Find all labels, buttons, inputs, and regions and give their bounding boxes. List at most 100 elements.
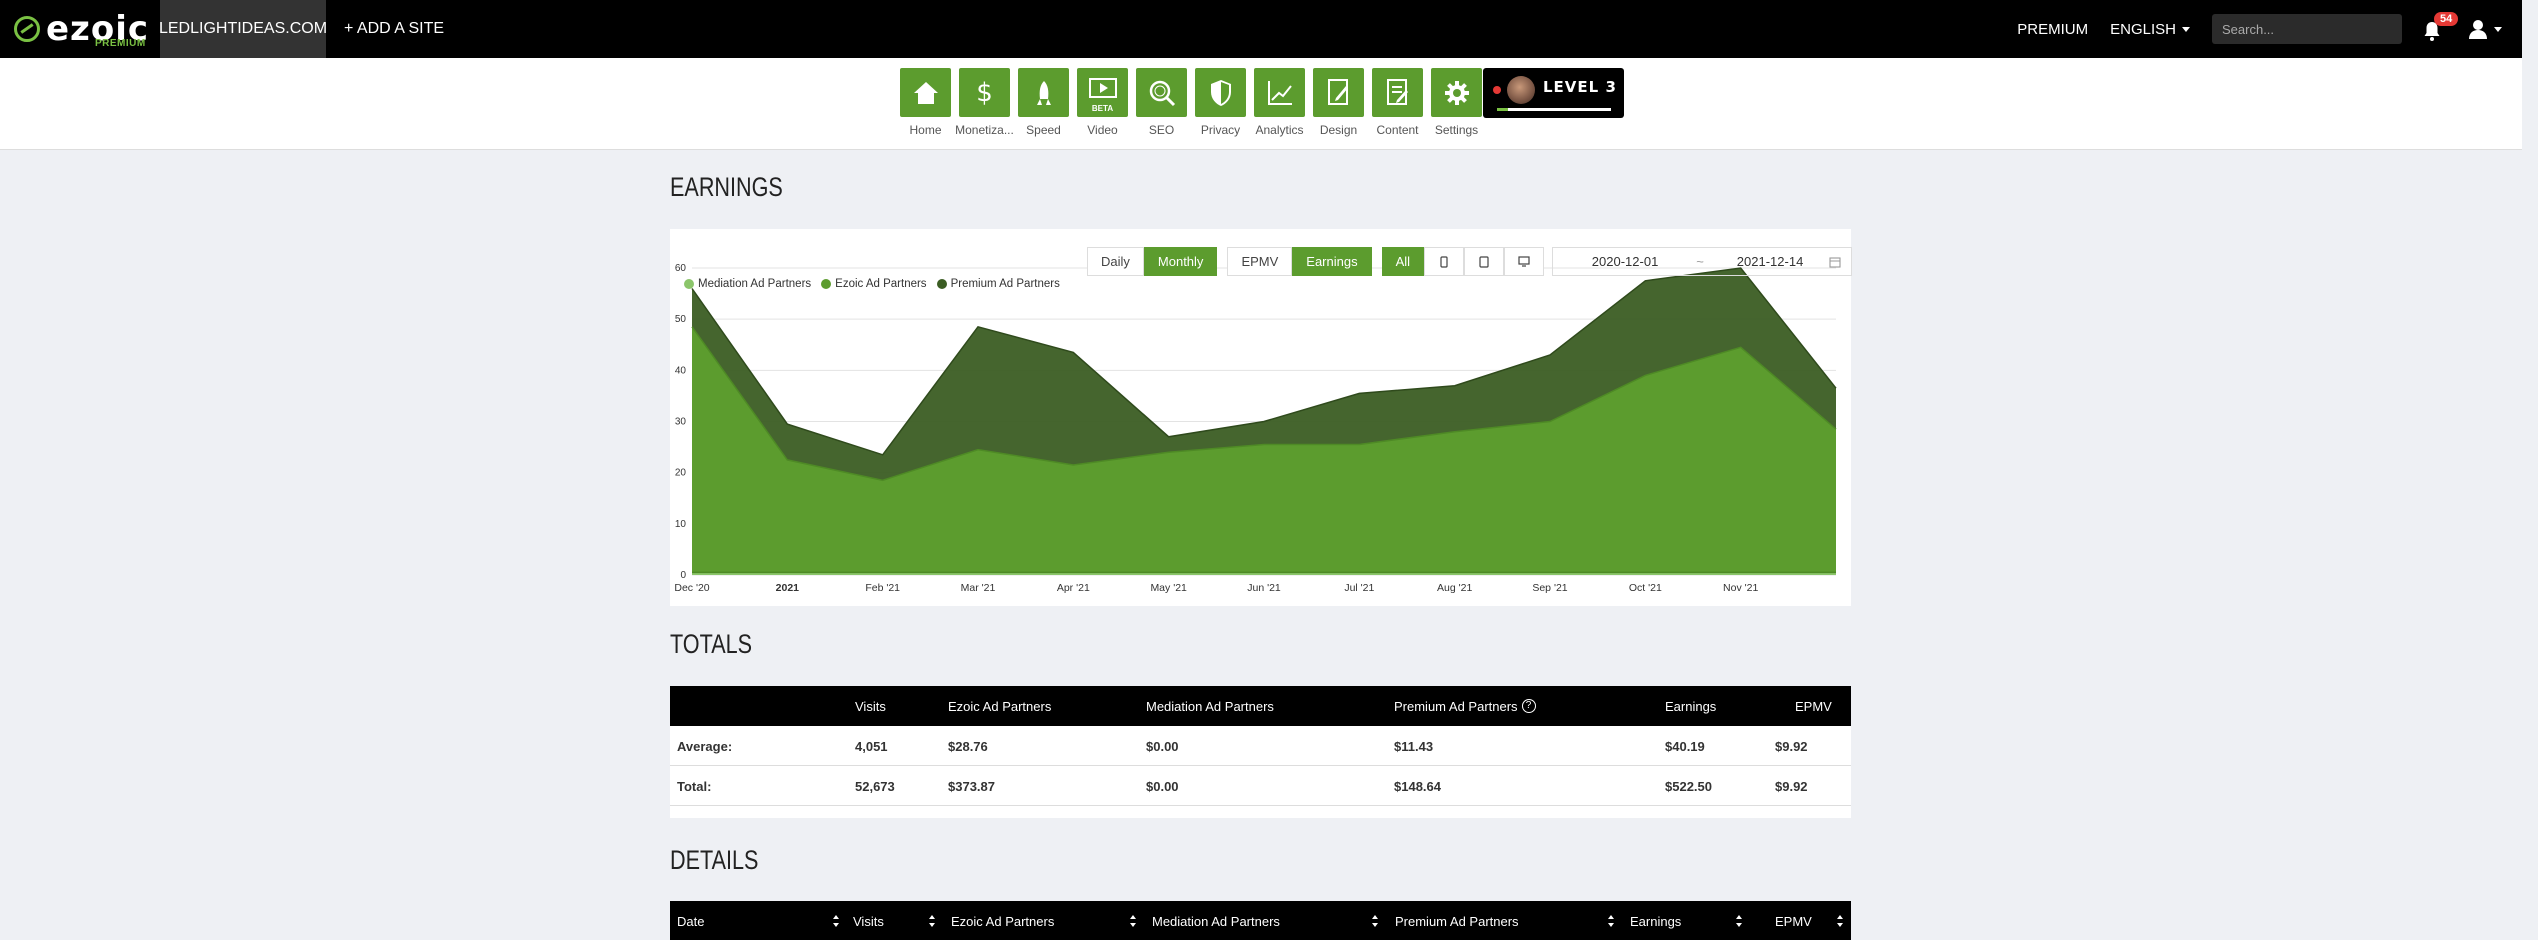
column-header-visits[interactable]: Visits: [853, 913, 884, 929]
nav-label: Speed: [1026, 123, 1061, 137]
language-dropdown[interactable]: ENGLISH: [2110, 21, 2190, 38]
y-tick-label: 40: [675, 365, 687, 376]
nav-seo[interactable]: SEO: [1132, 68, 1191, 137]
nav-speed[interactable]: Speed: [1014, 68, 1073, 137]
search-input[interactable]: [2222, 21, 2398, 37]
gear-icon: [1444, 80, 1469, 105]
legend-swatch: [684, 279, 694, 289]
nav-label: Analytics: [1255, 123, 1304, 137]
nav-monetization[interactable]: $ Monetiza...: [955, 68, 1014, 137]
nav-tile: [1136, 68, 1187, 117]
site-selector[interactable]: LEDLIGHTIDEAS.COM: [159, 0, 327, 58]
nav-content[interactable]: Content: [1368, 68, 1427, 137]
table-cell: $9.92: [1775, 738, 1808, 754]
nav-tile: [1313, 68, 1364, 117]
series-line: [691, 267, 1837, 456]
column-header-earnings[interactable]: Earnings: [1630, 913, 1682, 929]
all-devices-button[interactable]: All: [1381, 247, 1425, 276]
sort-icon[interactable]: [1607, 914, 1615, 928]
legend-item-premium[interactable]: Premium Ad Partners: [936, 278, 1060, 290]
earnings-heading: EARNINGS: [670, 172, 783, 202]
ezoic-logo[interactable]: ezoic PREMIUM: [0, 0, 160, 58]
totals-table: Visits Ezoic Ad Partners Mediation Ad Pa…: [670, 686, 1851, 818]
calendar-icon: [1829, 256, 1841, 268]
nav-label: SEO: [1148, 123, 1175, 137]
column-header: Ezoic Ad Partners: [948, 698, 1052, 714]
legend-item-mediation[interactable]: Mediation Ad Partners: [684, 278, 811, 290]
nav-label: Video: [1087, 123, 1118, 137]
nav-privacy[interactable]: Privacy: [1191, 68, 1250, 137]
chart-controls: Daily Monthly EPMV Earnings All 2020-12-…: [1087, 247, 1853, 276]
nav-tile: [1018, 68, 1069, 117]
feature-nav-items: Home $ Monetiza... Speed BETA Video S: [896, 68, 1486, 137]
x-tick-label: Dec '20: [674, 582, 709, 594]
video-icon: [1088, 77, 1117, 98]
nav-tile: [1195, 68, 1246, 117]
premium-link[interactable]: PREMIUM: [2017, 20, 2089, 38]
desktop-button[interactable]: [1504, 247, 1545, 276]
row-label: Average:: [677, 738, 733, 754]
nav-tile: [1431, 68, 1482, 117]
column-header-date[interactable]: Date: [677, 913, 705, 929]
chevron-down-icon: [2182, 27, 2190, 33]
table-cell: $0.00: [1146, 738, 1179, 754]
legend-item-ezoic[interactable]: Ezoic Ad Partners: [821, 278, 927, 290]
sort-icon[interactable]: [1371, 914, 1379, 928]
home-icon: [913, 81, 938, 104]
nav-video[interactable]: BETA Video: [1073, 68, 1132, 137]
date-range-picker[interactable]: 2020-12-01 ~ 2021-12-14: [1552, 247, 1853, 276]
nav-analytics[interactable]: Analytics: [1250, 68, 1309, 137]
earnings-button[interactable]: Earnings: [1292, 247, 1372, 276]
nav-tile: $: [959, 68, 1010, 117]
nav-settings[interactable]: Settings: [1427, 68, 1486, 137]
level-badge[interactable]: LEVEL 3: [1483, 68, 1624, 118]
sort-icon[interactable]: [1836, 914, 1844, 928]
table-cell: $522.50: [1665, 778, 1712, 794]
column-header: Premium Ad Partners ?: [1394, 686, 1536, 726]
column-header-ezoic[interactable]: Ezoic Ad Partners: [951, 913, 1055, 929]
magnifier-icon: [1149, 80, 1175, 106]
x-tick-label: Feb '21: [865, 582, 900, 594]
x-tick-label: Apr '21: [1057, 582, 1090, 594]
user-menu[interactable]: [2468, 19, 2502, 39]
x-tick-label: Mar '21: [961, 582, 996, 594]
device-toggle: All: [1381, 247, 1545, 276]
totals-heading: TOTALS: [670, 629, 753, 659]
add-site-link[interactable]: + ADD A SITE: [344, 20, 445, 37]
column-header-mediation[interactable]: Mediation Ad Partners: [1152, 913, 1280, 929]
area-series-premium-ad-partners: [692, 268, 1836, 481]
sort-icon[interactable]: [1735, 914, 1743, 928]
tablet-button[interactable]: [1464, 247, 1505, 276]
sort-icon[interactable]: [832, 914, 840, 928]
desktop-icon: [1518, 256, 1530, 267]
series-line: [691, 326, 1837, 482]
column-header: Visits: [855, 698, 886, 714]
nav-design[interactable]: Design: [1309, 68, 1368, 137]
daily-button[interactable]: Daily: [1087, 247, 1144, 276]
table-row: Total: 52,673 $373.87 $0.00 $148.64 $522…: [670, 766, 1851, 806]
notifications-button[interactable]: 54: [2420, 12, 2459, 44]
monthly-button[interactable]: Monthly: [1143, 247, 1218, 276]
mobile-button[interactable]: [1424, 247, 1465, 276]
design-icon: [1327, 78, 1348, 105]
user-icon: [2469, 20, 2487, 39]
x-tick-label: Aug '21: [1437, 582, 1472, 594]
nav-tile: BETA: [1077, 68, 1128, 117]
level-progress-bar: [1497, 108, 1611, 111]
nav-tile: [900, 68, 951, 117]
avatar: [1507, 76, 1535, 104]
column-header-premium[interactable]: Premium Ad Partners: [1395, 913, 1519, 929]
nav-home[interactable]: Home: [896, 68, 955, 137]
epmv-button[interactable]: EPMV: [1227, 247, 1293, 276]
legend-label: Ezoic Ad Partners: [835, 278, 927, 290]
table-cell: $28.76: [948, 738, 988, 754]
y-tick-label: 50: [675, 314, 687, 325]
sort-icon[interactable]: [1129, 914, 1137, 928]
column-header-epmv[interactable]: EPMV: [1775, 913, 1812, 929]
language-label: ENGLISH: [2110, 20, 2176, 38]
sort-icon[interactable]: [928, 914, 936, 928]
metric-toggle: EPMV Earnings: [1227, 247, 1372, 276]
nav-label: Home: [909, 123, 942, 137]
help-icon[interactable]: ?: [1521, 699, 1536, 713]
nav-label: Monetiza...: [955, 123, 1014, 137]
